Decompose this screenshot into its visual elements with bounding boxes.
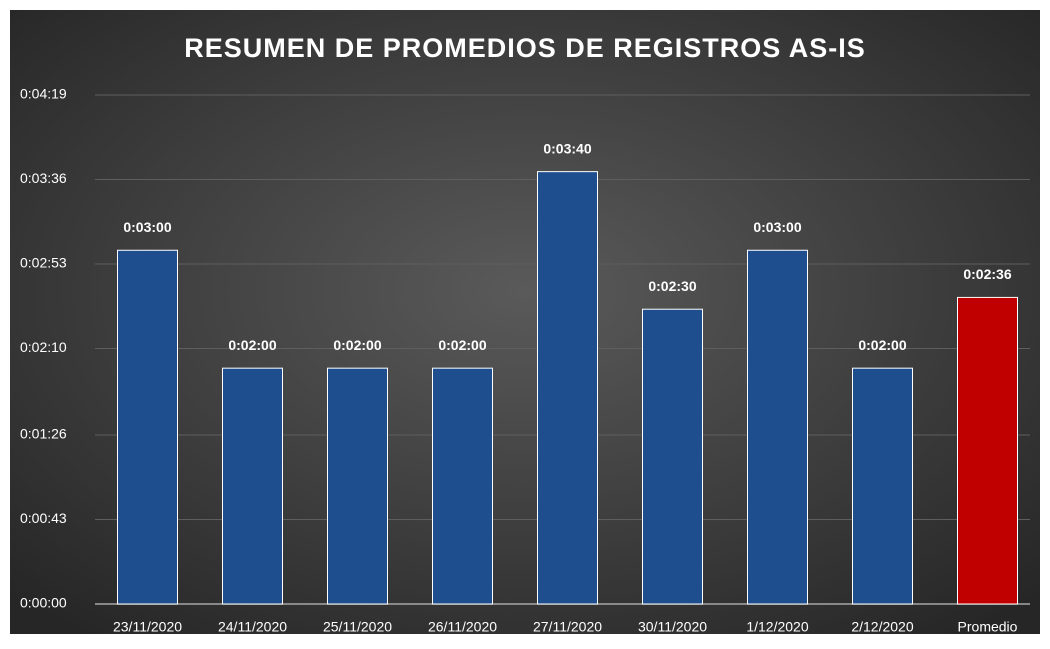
data-label: 0:03:00 xyxy=(753,219,801,235)
x-tick-label: 25/11/2020 xyxy=(323,619,392,635)
bar xyxy=(747,249,808,605)
y-tick-label: 0:04:19 xyxy=(20,86,67,102)
x-tick-label: 30/11/2020 xyxy=(638,619,707,635)
x-tick-label: Promedio xyxy=(958,619,1018,635)
bar xyxy=(222,367,283,605)
y-tick-label: 0:00:00 xyxy=(20,595,67,611)
bar xyxy=(537,171,598,605)
y-tick-label: 0:03:36 xyxy=(20,170,67,186)
bar xyxy=(957,296,1018,605)
data-label: 0:03:00 xyxy=(123,219,171,235)
y-tick-label: 0:01:26 xyxy=(20,426,67,442)
data-label: 0:02:36 xyxy=(963,266,1011,282)
bar xyxy=(642,308,703,605)
x-tick-label: 26/11/2020 xyxy=(428,619,497,635)
data-label: 0:03:40 xyxy=(543,140,591,156)
x-tick-label: 27/11/2020 xyxy=(533,619,602,635)
data-label: 0:02:00 xyxy=(858,337,906,353)
bar xyxy=(432,367,493,605)
y-tick-label: 0:02:10 xyxy=(20,339,67,355)
data-label: 0:02:00 xyxy=(438,337,486,353)
y-tick-label: 0:02:53 xyxy=(20,255,67,271)
x-tick-label: 24/11/2020 xyxy=(218,619,287,635)
bar xyxy=(852,367,913,605)
bar xyxy=(117,249,178,605)
data-label: 0:02:00 xyxy=(228,337,276,353)
chart-title: RESUMEN DE PROMEDIOS DE REGISTROS AS-IS xyxy=(184,33,866,63)
bar xyxy=(327,367,388,605)
x-tick-label: 1/12/2020 xyxy=(746,619,808,635)
x-tick-label: 2/12/2020 xyxy=(851,619,913,635)
y-tick-label: 0:00:43 xyxy=(20,510,67,526)
data-label: 0:02:30 xyxy=(648,278,696,294)
x-tick-label: 23/11/2020 xyxy=(113,619,182,635)
data-label: 0:02:00 xyxy=(333,337,381,353)
